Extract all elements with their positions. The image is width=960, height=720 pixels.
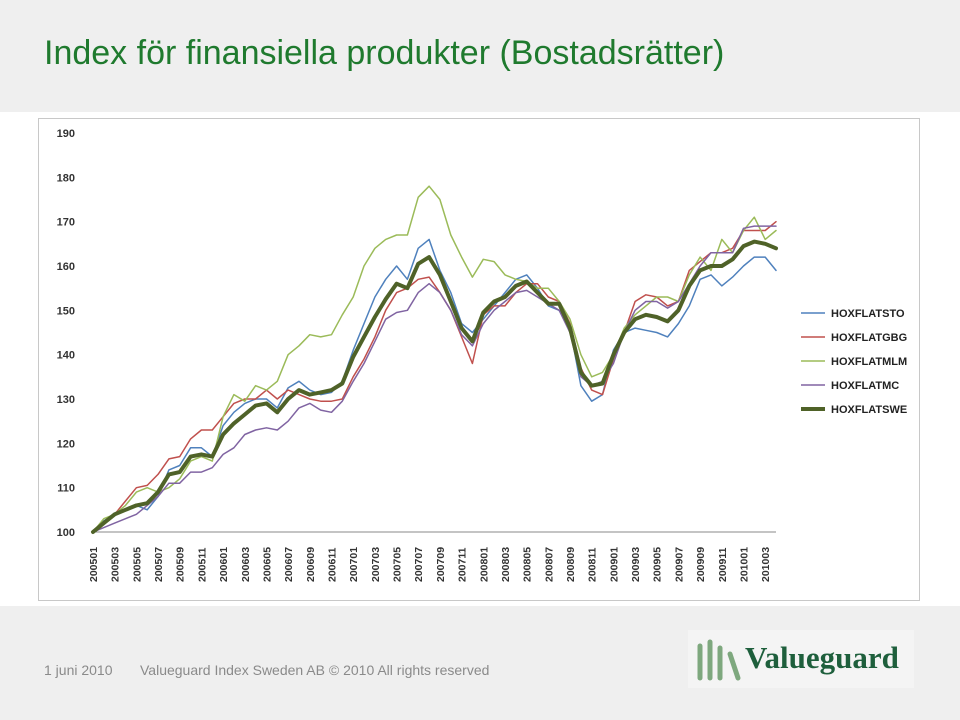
x-tick-label: 200809 [565, 547, 577, 582]
x-tick-label: 200709 [435, 547, 447, 582]
y-tick-label: 100 [57, 527, 75, 539]
logo-text: Valueguard [745, 640, 899, 675]
x-tick-label: 200707 [413, 547, 425, 582]
y-tick-label: 110 [57, 483, 75, 495]
x-tick-label: 200605 [261, 547, 273, 582]
x-tick-label: 201003 [760, 547, 772, 582]
x-tick-label: 200607 [283, 547, 295, 582]
series-line-hoxflatgbg [92, 220, 777, 533]
x-tick-label: 200807 [543, 547, 555, 582]
y-tick-label: 170 [57, 217, 75, 229]
x-tick-label: 200507 [153, 547, 165, 582]
series-line-hoxflatmc [92, 225, 777, 533]
series-line-hoxflatswe [91, 239, 778, 534]
x-tick-label: 200503 [110, 547, 122, 582]
x-tick-label: 200509 [175, 547, 187, 582]
x-tick-label: 200907 [673, 547, 685, 582]
x-tick-label: 200901 [608, 547, 620, 582]
y-axis-ticks: 100 110 120 130 140 150 160 170 180 190 [57, 128, 75, 539]
x-tick-label: 201001 [738, 547, 750, 582]
x-tick-label: 200911 [717, 547, 729, 582]
x-tick-label: 200703 [370, 547, 382, 582]
footer-copyright: Valueguard Index Sweden AB © 2010 All ri… [140, 662, 490, 678]
valueguard-logo: Valueguard [688, 630, 914, 688]
chart-frame: 100 110 120 130 140 150 160 170 180 190 200501 200… [38, 118, 920, 601]
x-tick-label: 200505 [131, 547, 143, 582]
footer-date: 1 juni 2010 [44, 662, 113, 678]
legend-label: HOXFLATSWE [831, 404, 907, 416]
valueguard-logo-mark-icon [697, 639, 741, 681]
y-tick-label: 190 [57, 128, 75, 140]
x-tick-label: 200805 [522, 547, 534, 582]
x-tick-label: 200905 [652, 547, 664, 582]
x-tick-label: 200801 [478, 547, 490, 582]
x-tick-label: 200511 [196, 547, 208, 582]
x-tick-label: 200903 [630, 547, 642, 582]
x-tick-label: 200609 [305, 547, 317, 582]
x-tick-label: 200611 [327, 547, 339, 582]
legend-label: HOXFLATMLM [831, 356, 907, 368]
x-tick-label: 200601 [218, 547, 230, 582]
chart-legend: HOXFLATSTO HOXFLATGBG HOXFLATMLM HOXFLATMC H… [801, 308, 907, 416]
y-tick-label: 180 [57, 172, 75, 184]
y-tick-label: 130 [57, 394, 75, 406]
slide-header: Index för finansiella produkter (Bostads… [0, 0, 960, 112]
x-tick-label: 200603 [240, 547, 252, 582]
x-axis-ticks: 200501 200503 200505 200507 200509 200511 2006… [88, 547, 772, 582]
y-tick-label: 120 [57, 438, 75, 450]
legend-label: HOXFLATGBG [831, 332, 907, 344]
y-tick-label: 140 [57, 350, 75, 362]
x-tick-label: 200909 [695, 547, 707, 582]
series-line-hoxflatmlm [92, 185, 777, 533]
x-tick-label: 200501 [88, 547, 100, 582]
x-tick-label: 200803 [500, 547, 512, 582]
legend-label: HOXFLATMC [831, 380, 899, 392]
x-tick-label: 200811 [587, 547, 599, 582]
series-lines [91, 185, 778, 534]
legend-label: HOXFLATSTO [831, 308, 905, 320]
x-tick-label: 200711 [457, 547, 469, 582]
logo-mark-stroke [727, 651, 741, 681]
series-line-hoxflatsto [92, 238, 777, 533]
x-tick-label: 200705 [392, 547, 404, 582]
y-tick-label: 150 [57, 305, 75, 317]
y-tick-label: 160 [57, 261, 75, 273]
slide-title: Index för finansiella produkter (Bostads… [44, 34, 725, 72]
x-tick-label: 200701 [348, 547, 360, 582]
